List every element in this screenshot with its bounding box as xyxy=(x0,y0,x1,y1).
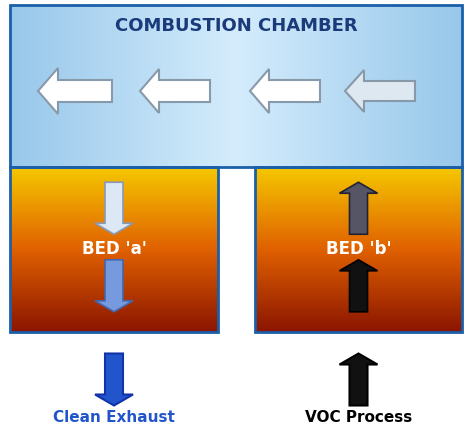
Polygon shape xyxy=(339,354,377,406)
Polygon shape xyxy=(95,354,133,406)
Polygon shape xyxy=(95,260,133,312)
Text: VOC Process: VOC Process xyxy=(305,410,412,425)
Bar xyxy=(10,167,218,332)
Bar xyxy=(10,5,462,167)
Polygon shape xyxy=(339,260,377,312)
Polygon shape xyxy=(339,182,377,234)
Text: BED 'a': BED 'a' xyxy=(82,240,146,259)
Polygon shape xyxy=(140,69,210,113)
Text: Clean Exhaust: Clean Exhaust xyxy=(53,410,175,425)
Bar xyxy=(255,167,462,332)
Polygon shape xyxy=(38,68,112,114)
Text: BED 'b': BED 'b' xyxy=(326,240,392,259)
Polygon shape xyxy=(95,182,133,234)
Text: COMBUSTION CHAMBER: COMBUSTION CHAMBER xyxy=(115,17,357,35)
Polygon shape xyxy=(250,69,320,113)
Polygon shape xyxy=(345,70,415,112)
